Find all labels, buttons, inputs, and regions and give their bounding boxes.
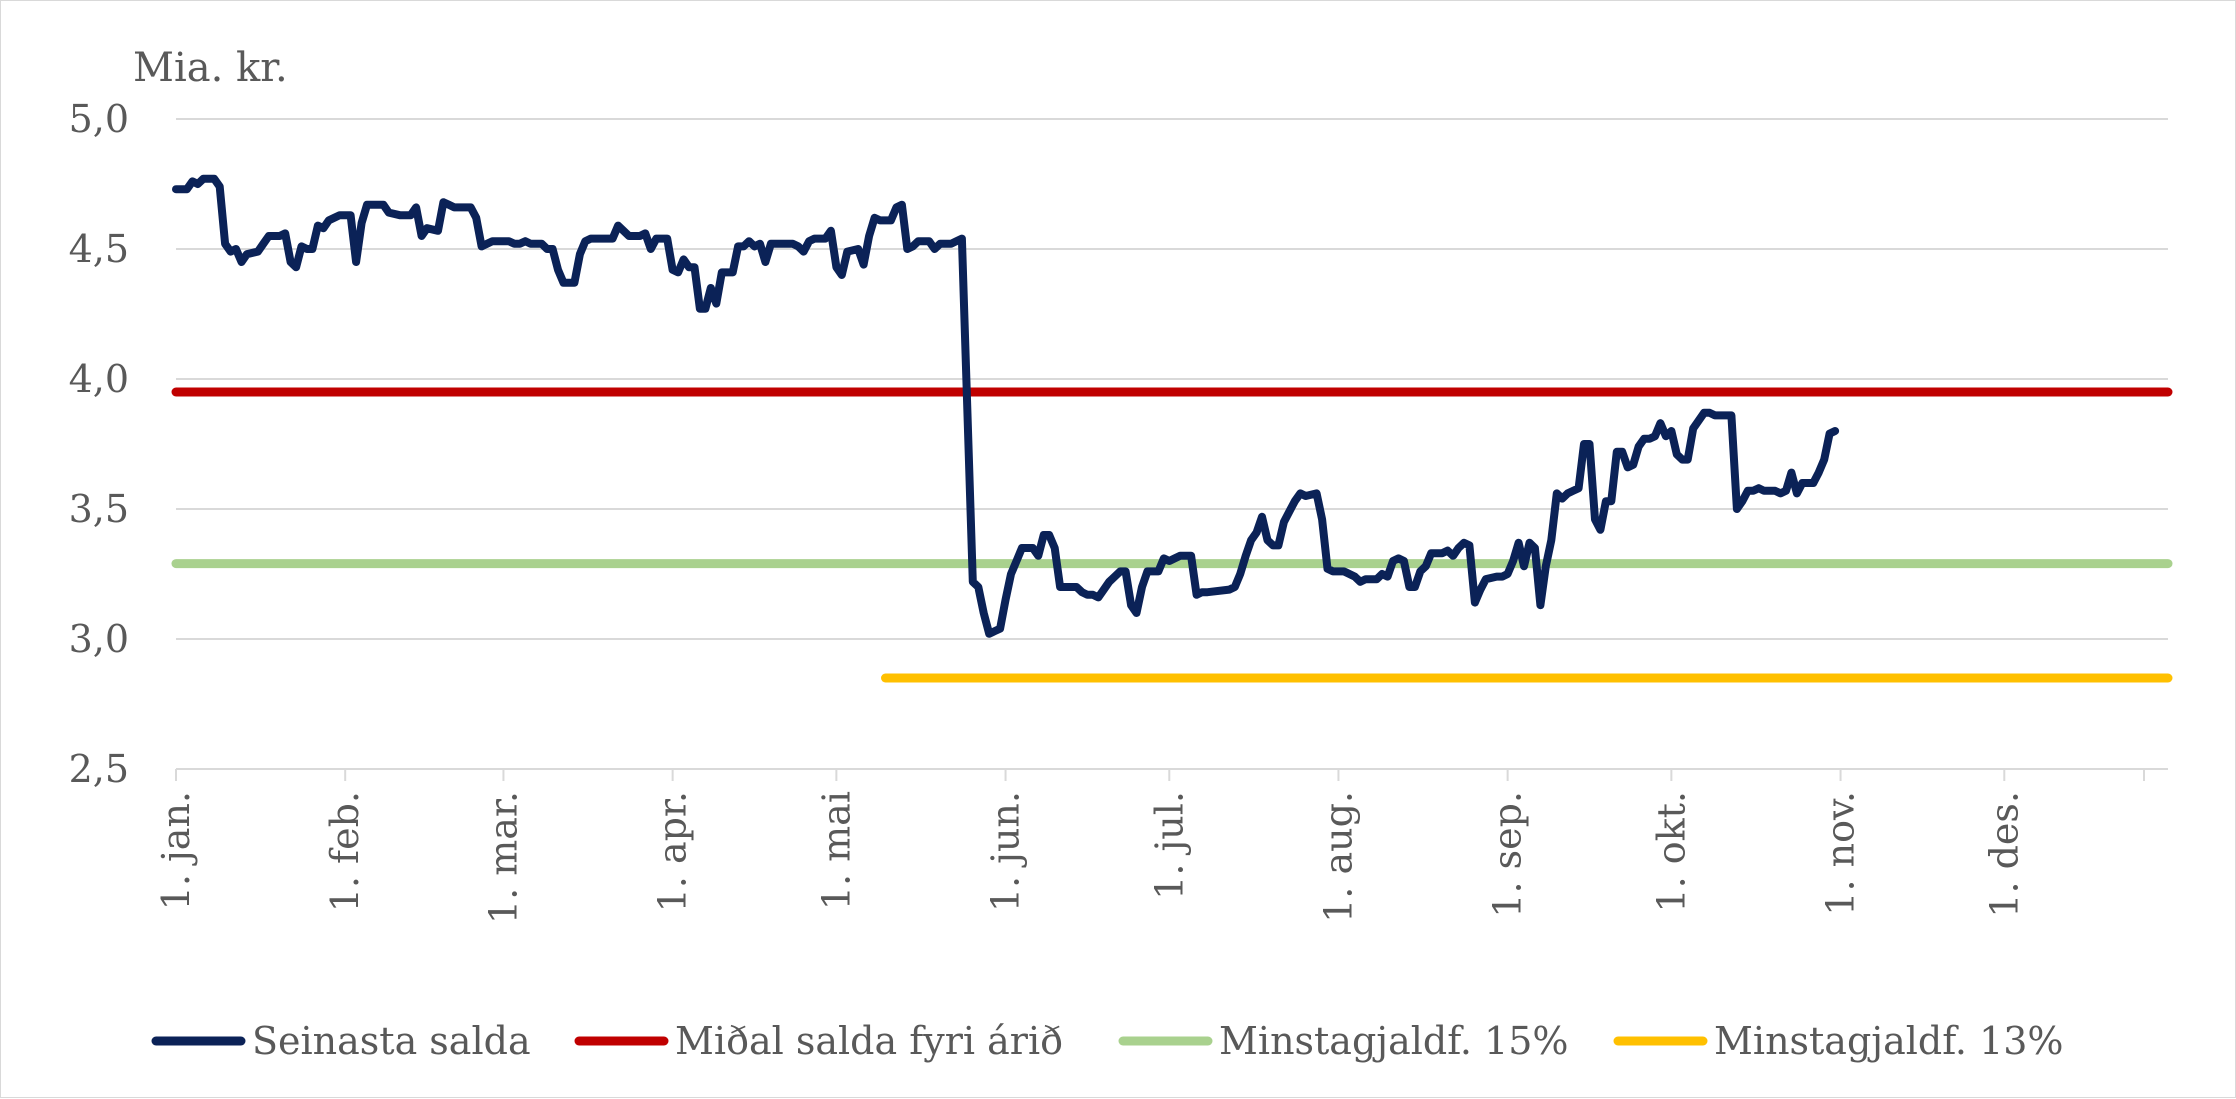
y-tick-label: 4,5: [69, 227, 129, 271]
y-tick-label: 3,0: [69, 617, 129, 661]
x-tick-label: 1. nov.: [1819, 791, 1863, 916]
y-axis-label: Mia. kr.: [133, 45, 288, 91]
y-tick-label: 3,5: [69, 487, 129, 531]
legend-label: Minstagjaldf. 13%: [1714, 1019, 2064, 1063]
y-tick-label: 2,5: [69, 747, 129, 791]
x-tick-label: 1. des.: [1982, 791, 2026, 918]
legend-label: Miðal salda fyri árið: [675, 1019, 1063, 1063]
x-axis: [175, 768, 2168, 781]
x-tick-label: 1. okt.: [1649, 791, 1693, 913]
y-tick-label: 5,0: [69, 97, 129, 141]
x-tick-label: 1. mar.: [481, 791, 525, 924]
series-line-0: [172, 174, 1840, 638]
x-tick-label: 1. feb.: [323, 791, 367, 912]
x-tick-label: 1. aug.: [1316, 791, 1360, 923]
x-axis-tick-labels: 1. jan. 1. feb. 1. mar. 1. apr. 1. mai 1. jun…: [154, 791, 2026, 924]
x-tick-label: 1. jul.: [1147, 791, 1191, 900]
x-tick-label: 1. jun.: [984, 791, 1028, 912]
x-tick-label: 1. mai: [814, 791, 858, 910]
series-lines: [171, 174, 2173, 683]
legend: Seinasta salda Miðal salda fyri árið Minst…: [151, 1019, 2064, 1063]
gridlines: [176, 118, 2168, 640]
y-tick-label: 4,0: [69, 357, 129, 401]
legend-label: Minstagjaldf. 15%: [1219, 1019, 1569, 1063]
x-tick-label: 1. apr.: [651, 791, 695, 912]
legend-label: Seinasta salda: [252, 1019, 531, 1063]
x-tick-label: 1. jan.: [154, 791, 198, 910]
x-tick-label: 1. sep.: [1486, 791, 1530, 918]
y-axis-tick-labels: 5,0 4,5 4,0 3,5 3,0 2,5: [69, 97, 129, 791]
